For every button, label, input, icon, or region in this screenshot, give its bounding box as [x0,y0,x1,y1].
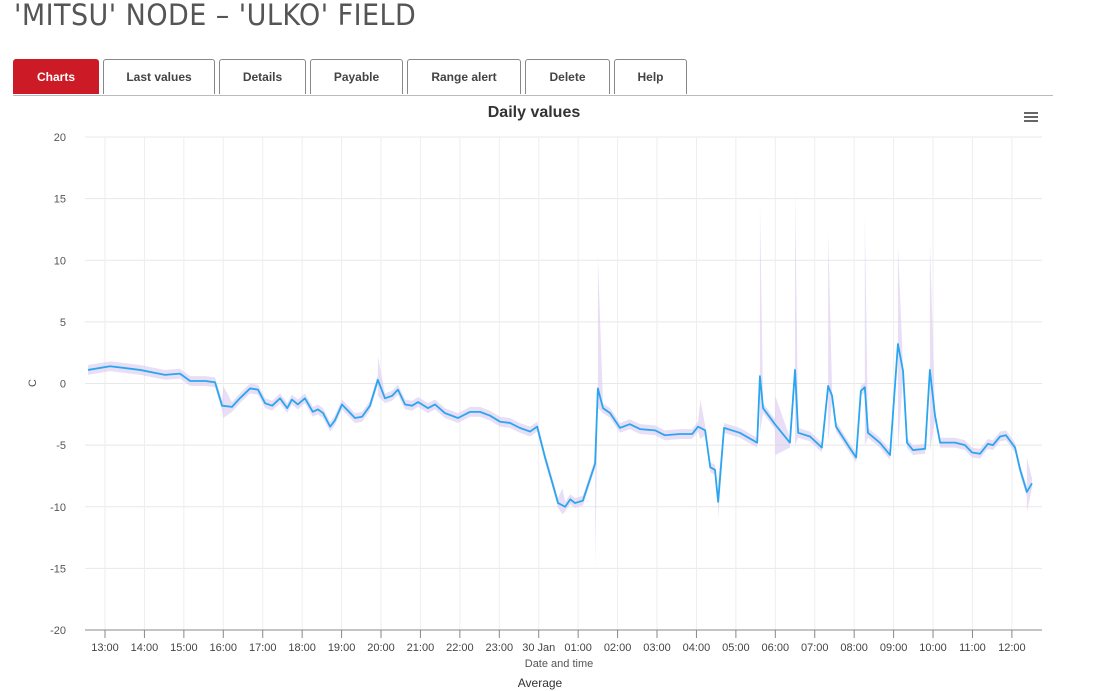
x-tick-label: 05:00 [722,642,750,654]
x-tick-label: 17:00 [249,642,277,654]
y-tick-label: 20 [54,132,66,144]
y-tick-label: -20 [50,625,66,637]
chart-title: Daily values [488,104,581,121]
y-tick-label: -5 [56,440,66,452]
x-tick-label: 01:00 [564,642,592,654]
x-tick-label: 16:00 [210,642,238,654]
tab-range-alert[interactable]: Range alert [407,59,521,94]
tab-payable[interactable]: Payable [310,59,403,94]
page-title: 'MITSU' NODE – 'ULKO' FIELD [14,0,417,32]
x-tick-label: 03:00 [643,642,671,654]
x-tick-label: 14:00 [131,642,159,654]
x-tick-label: 04:00 [683,642,711,654]
x-tick-label: 12:00 [998,642,1026,654]
x-tick-label: 22:00 [446,642,474,654]
y-tick-label: 10 [54,255,66,267]
x-tick-label: 19:00 [328,642,356,654]
menu-icon[interactable] [1024,112,1038,122]
x-tick-label: 23:00 [486,642,514,654]
x-tick-label: 15:00 [170,642,198,654]
x-tick-label: 06:00 [762,642,790,654]
tab-charts[interactable]: Charts [13,59,99,94]
y-tick-label: -10 [50,502,66,514]
x-tick-label: 02:00 [604,642,632,654]
y-tick-label: 5 [60,317,66,329]
x-tick-label: 21:00 [407,642,435,654]
x-tick-label: 11:00 [959,642,986,654]
y-tick-label: -15 [50,563,66,575]
x-tick-label: 20:00 [367,642,395,654]
tab-help[interactable]: Help [614,59,687,94]
x-tick-label: 09:00 [880,642,908,654]
y-tick-label: 0 [60,379,66,391]
y-tick-label: 15 [54,194,66,206]
x-tick-label: 18:00 [288,642,316,654]
legend-item-average[interactable]: Average [518,676,563,690]
tab-last-values[interactable]: Last values [103,59,215,94]
x-tick-label: 30 Jan [522,642,555,654]
x-tick-label: 10:00 [919,642,947,654]
x-axis-label: Date and time [525,658,593,670]
tab-bar: Charts Last values Details Payable Range… [13,59,1053,96]
range-band [88,188,1032,569]
tab-details[interactable]: Details [219,59,306,94]
x-tick-label: 08:00 [840,642,868,654]
y-axis-label: C [27,379,39,387]
x-tick-label: 13:00 [91,642,119,654]
x-tick-label: 07:00 [801,642,829,654]
tab-delete[interactable]: Delete [525,59,610,94]
average-series-line [87,343,1033,508]
